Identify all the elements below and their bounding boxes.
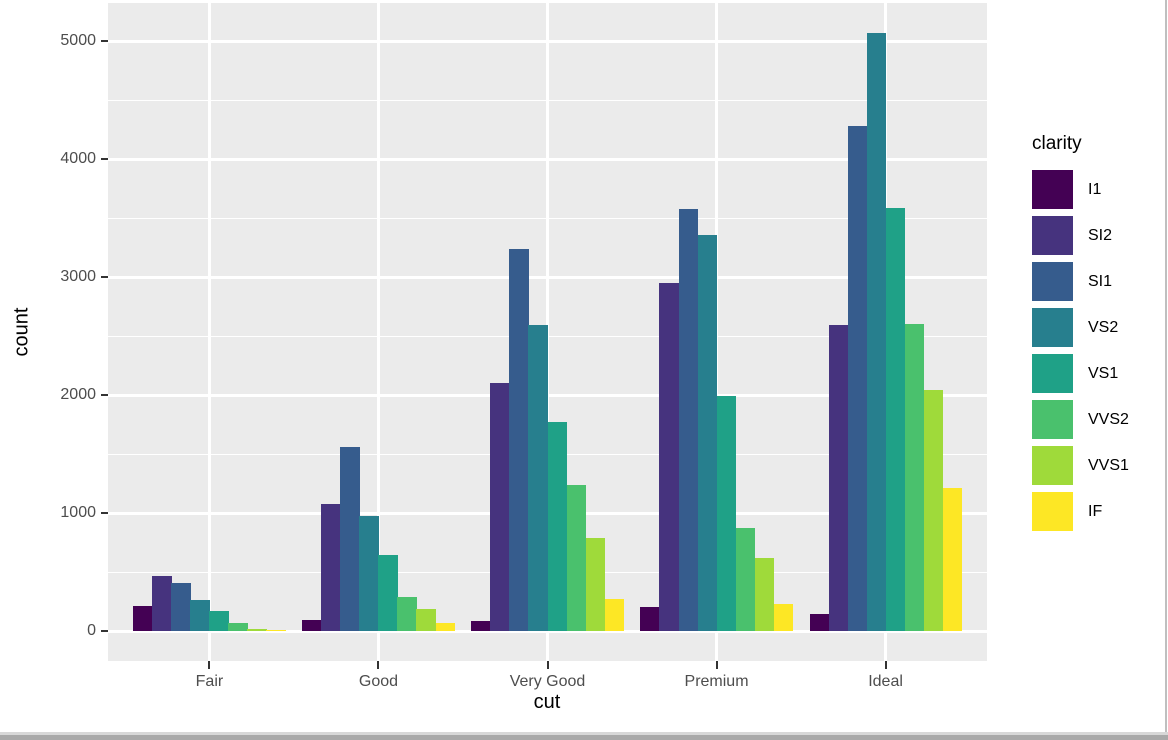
bar-Fair-I1 bbox=[133, 606, 153, 632]
bar-Very-Good-IF bbox=[604, 599, 625, 632]
legend-label-IF: IF bbox=[1088, 503, 1103, 520]
bar-Ideal-I1 bbox=[809, 613, 830, 632]
bar-Very-Good-VS2 bbox=[528, 325, 548, 632]
legend-item-VVS1: VVS1 bbox=[1032, 446, 1129, 485]
bar-Fair-VS1 bbox=[209, 610, 229, 632]
legend-item-I1: I1 bbox=[1032, 170, 1129, 209]
legend-key-swatch-IF bbox=[1032, 492, 1073, 531]
bar-Good-SI2 bbox=[321, 503, 341, 632]
bar-Good-IF bbox=[435, 622, 456, 632]
legend-key-swatch-VVS2 bbox=[1032, 400, 1073, 439]
bar-Premium-IF bbox=[773, 603, 794, 632]
x-tick-mark bbox=[884, 661, 887, 669]
legend-item-VVS2: VVS2 bbox=[1032, 400, 1129, 439]
window-right-border bbox=[1165, 0, 1167, 733]
legend-key-swatch-I1 bbox=[1032, 170, 1073, 209]
bar-Good-VVS1 bbox=[416, 609, 436, 632]
bar-Good-VS1 bbox=[378, 554, 398, 632]
legend-key-swatch-VS1 bbox=[1032, 354, 1073, 393]
bar-Good-I1 bbox=[302, 619, 322, 632]
y-tick-label: 3000 bbox=[60, 268, 96, 286]
legend-label-VS2: VS2 bbox=[1088, 319, 1119, 336]
gridline-major-vertical bbox=[376, 3, 380, 661]
bar-Good-SI1 bbox=[340, 447, 360, 632]
legend-item-VS2: VS2 bbox=[1032, 308, 1129, 347]
legend-item-SI1: SI1 bbox=[1032, 262, 1129, 301]
legend-label-I1: I1 bbox=[1088, 181, 1102, 198]
gridline-major-vertical bbox=[207, 3, 211, 661]
y-tick-label: 1000 bbox=[60, 504, 96, 522]
x-tick-label-Good: Good bbox=[358, 673, 399, 690]
bar-Very-Good-SI1 bbox=[509, 248, 529, 632]
bar-Ideal-VVS2 bbox=[904, 323, 925, 632]
legend-item-IF: IF bbox=[1032, 492, 1129, 531]
x-tick-mark bbox=[715, 661, 718, 669]
bar-Ideal-SI2 bbox=[828, 324, 849, 632]
window-bottom-bar[interactable] bbox=[0, 735, 1168, 740]
bar-Premium-SI2 bbox=[659, 283, 679, 632]
bar-Fair-VVS1 bbox=[247, 629, 267, 632]
bar-Very-Good-SI2 bbox=[490, 383, 510, 632]
bar-Ideal-IF bbox=[942, 488, 963, 632]
bar-Very-Good-VVS1 bbox=[585, 537, 606, 632]
legend-label-VS1: VS1 bbox=[1088, 365, 1119, 382]
y-tick-label: 0 bbox=[87, 622, 96, 640]
y-tick-mark bbox=[101, 276, 108, 279]
legend-key-swatch-SI1 bbox=[1032, 262, 1073, 301]
legend-key-swatch-VVS1 bbox=[1032, 446, 1073, 485]
bar-Premium-VS2 bbox=[697, 235, 718, 632]
bar-Good-VVS2 bbox=[397, 597, 417, 632]
legend-key-swatch-SI2 bbox=[1032, 216, 1073, 255]
y-tick-label: 5000 bbox=[60, 32, 96, 50]
bar-Premium-SI1 bbox=[678, 209, 699, 632]
legend-label-VVS1: VVS1 bbox=[1088, 457, 1129, 474]
plot-panel bbox=[108, 3, 987, 661]
y-tick-mark bbox=[101, 630, 108, 633]
x-axis-title: cut bbox=[533, 691, 561, 713]
bar-Fair-VVS2 bbox=[228, 622, 248, 632]
bar-Premium-VS1 bbox=[716, 396, 737, 632]
bar-Ideal-VS1 bbox=[885, 207, 906, 632]
x-tick-mark bbox=[546, 661, 549, 669]
legend-key-swatch-VS2 bbox=[1032, 308, 1073, 347]
x-tick-mark bbox=[208, 661, 211, 669]
legend-item-VS1: VS1 bbox=[1032, 354, 1129, 393]
bar-Premium-VVS2 bbox=[735, 528, 756, 632]
y-tick-mark bbox=[101, 158, 108, 161]
x-tick-mark bbox=[377, 661, 380, 669]
y-tick-mark bbox=[101, 394, 108, 397]
window-bottom-divider bbox=[0, 732, 1168, 735]
bar-Ideal-SI1 bbox=[847, 126, 868, 632]
legend-item-SI2: SI2 bbox=[1032, 216, 1129, 255]
legend: clarity I1 SI2 SI1 VS2 VS1 VVS2 VVS1 IF bbox=[1032, 133, 1129, 538]
x-tick-label-Fair: Fair bbox=[195, 673, 224, 690]
x-tick-label-Very-Good: Very Good bbox=[509, 673, 586, 690]
legend-title: clarity bbox=[1032, 133, 1082, 154]
bar-Good-VS2 bbox=[359, 515, 379, 632]
bar-Very-Good-I1 bbox=[471, 621, 491, 632]
bar-Premium-VVS1 bbox=[754, 558, 775, 632]
bar-Fair-VS2 bbox=[190, 600, 210, 632]
bar-Fair-SI2 bbox=[152, 576, 172, 632]
bar-Fair-SI1 bbox=[171, 582, 191, 632]
y-tick-label: 4000 bbox=[60, 150, 96, 168]
x-tick-label-Ideal: Ideal bbox=[868, 673, 903, 690]
bar-Ideal-VVS1 bbox=[923, 389, 944, 632]
legend-label-VVS2: VVS2 bbox=[1088, 411, 1129, 428]
bar-Fair-IF bbox=[266, 629, 286, 632]
bar-Ideal-VS2 bbox=[866, 32, 887, 632]
bar-Premium-I1 bbox=[640, 606, 660, 632]
y-tick-mark bbox=[101, 512, 108, 515]
y-tick-mark bbox=[101, 40, 108, 43]
y-axis-title: count bbox=[10, 307, 33, 357]
legend-items: I1 SI2 SI1 VS2 VS1 VVS2 VVS1 IF bbox=[1032, 170, 1129, 531]
x-tick-label-Premium: Premium bbox=[684, 673, 749, 690]
legend-label-SI1: SI1 bbox=[1088, 273, 1113, 290]
bar-Very-Good-VS1 bbox=[547, 421, 568, 632]
legend-label-SI2: SI2 bbox=[1088, 227, 1113, 244]
y-tick-label: 2000 bbox=[60, 386, 96, 404]
bar-Very-Good-VVS2 bbox=[566, 485, 587, 632]
